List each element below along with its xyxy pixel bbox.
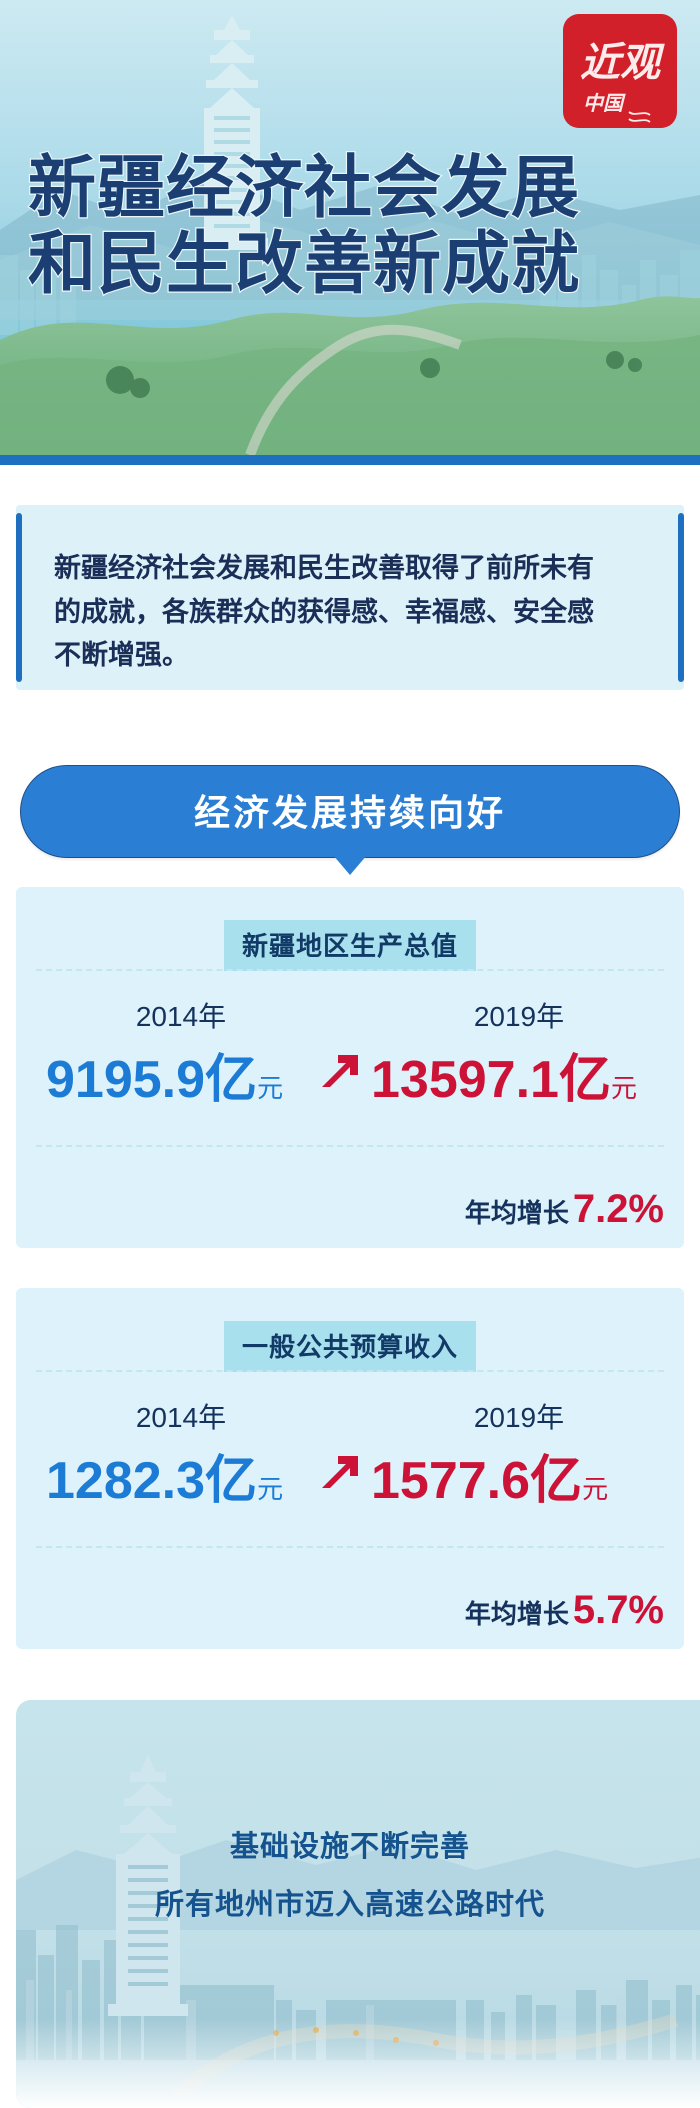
svg-text:中国: 中国: [583, 92, 626, 115]
svg-text:近观: 近观: [580, 41, 665, 85]
